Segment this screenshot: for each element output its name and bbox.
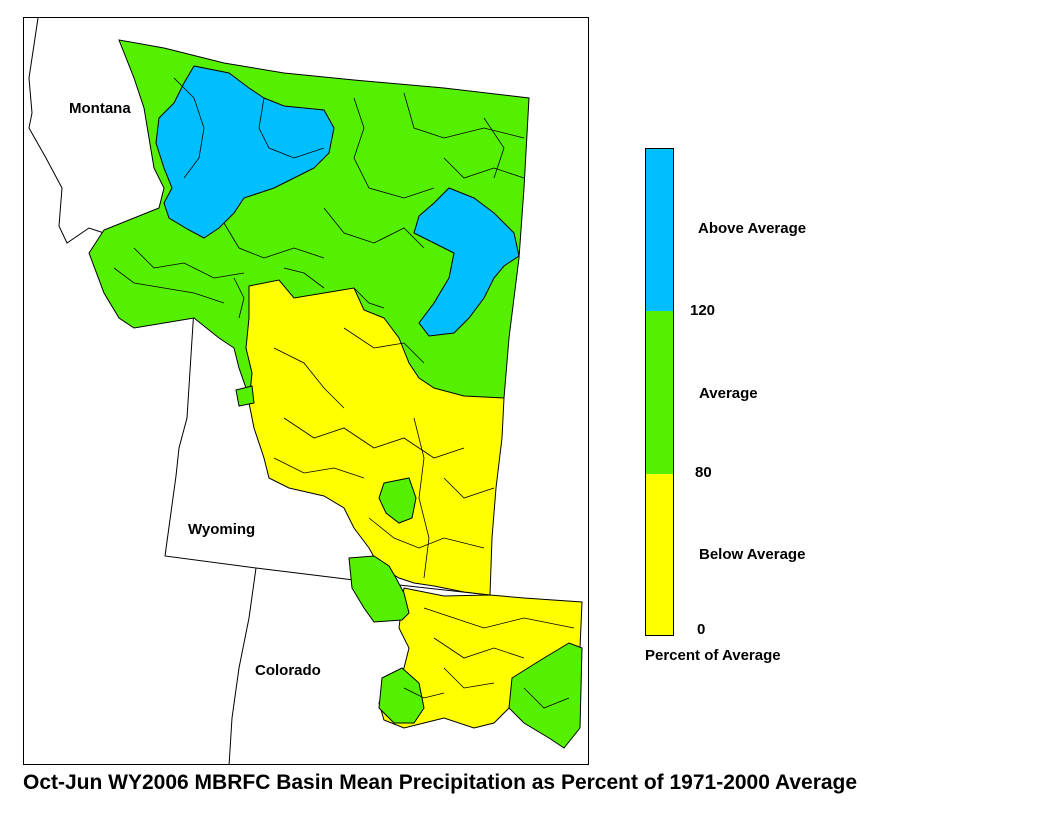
map-panel: Montana Wyoming Colorado: [23, 17, 589, 765]
legend-tick-0: 0: [697, 621, 706, 638]
basins-average-pocket-south: [378, 667, 425, 724]
state-label-wyoming: Wyoming: [188, 521, 256, 538]
basin-boundary-lines: [113, 77, 575, 709]
basin-map: [28, 18, 583, 764]
map-caption: Oct-Jun WY2006 MBRFC Basin Mean Precipit…: [23, 771, 858, 794]
legend-swatch-above: [646, 149, 673, 311]
legend-tick-80: 80: [695, 464, 712, 481]
legend-label-above: Above Average: [698, 220, 807, 237]
legend-label-average: Average: [699, 385, 758, 402]
basins-above-region-northwest: [155, 65, 335, 239]
basins-average-pocket-west: [235, 385, 255, 407]
basins-average-pocket-southwest: [348, 555, 410, 623]
basins-average-pocket-southeast: [508, 642, 583, 749]
colorado-boundary: [228, 567, 257, 764]
legend-title: Percent of Average: [645, 647, 781, 664]
legend-label-below: Below Average: [699, 546, 806, 563]
montana-boundary: [28, 18, 105, 244]
state-label-montana: Montana: [69, 100, 131, 117]
basins-below-region-central: [245, 279, 505, 596]
legend-swatch-below: [646, 474, 673, 635]
state-boundaries: [28, 18, 491, 764]
legend-color-bar: [645, 148, 674, 636]
legend-swatch-average: [646, 311, 673, 474]
basins-average-pocket-center: [378, 477, 417, 524]
legend-tick-120: 120: [690, 302, 716, 319]
basins-above-region-east: [413, 187, 520, 337]
state-label-colorado: Colorado: [255, 662, 321, 679]
wyoming-boundary: [164, 307, 491, 596]
